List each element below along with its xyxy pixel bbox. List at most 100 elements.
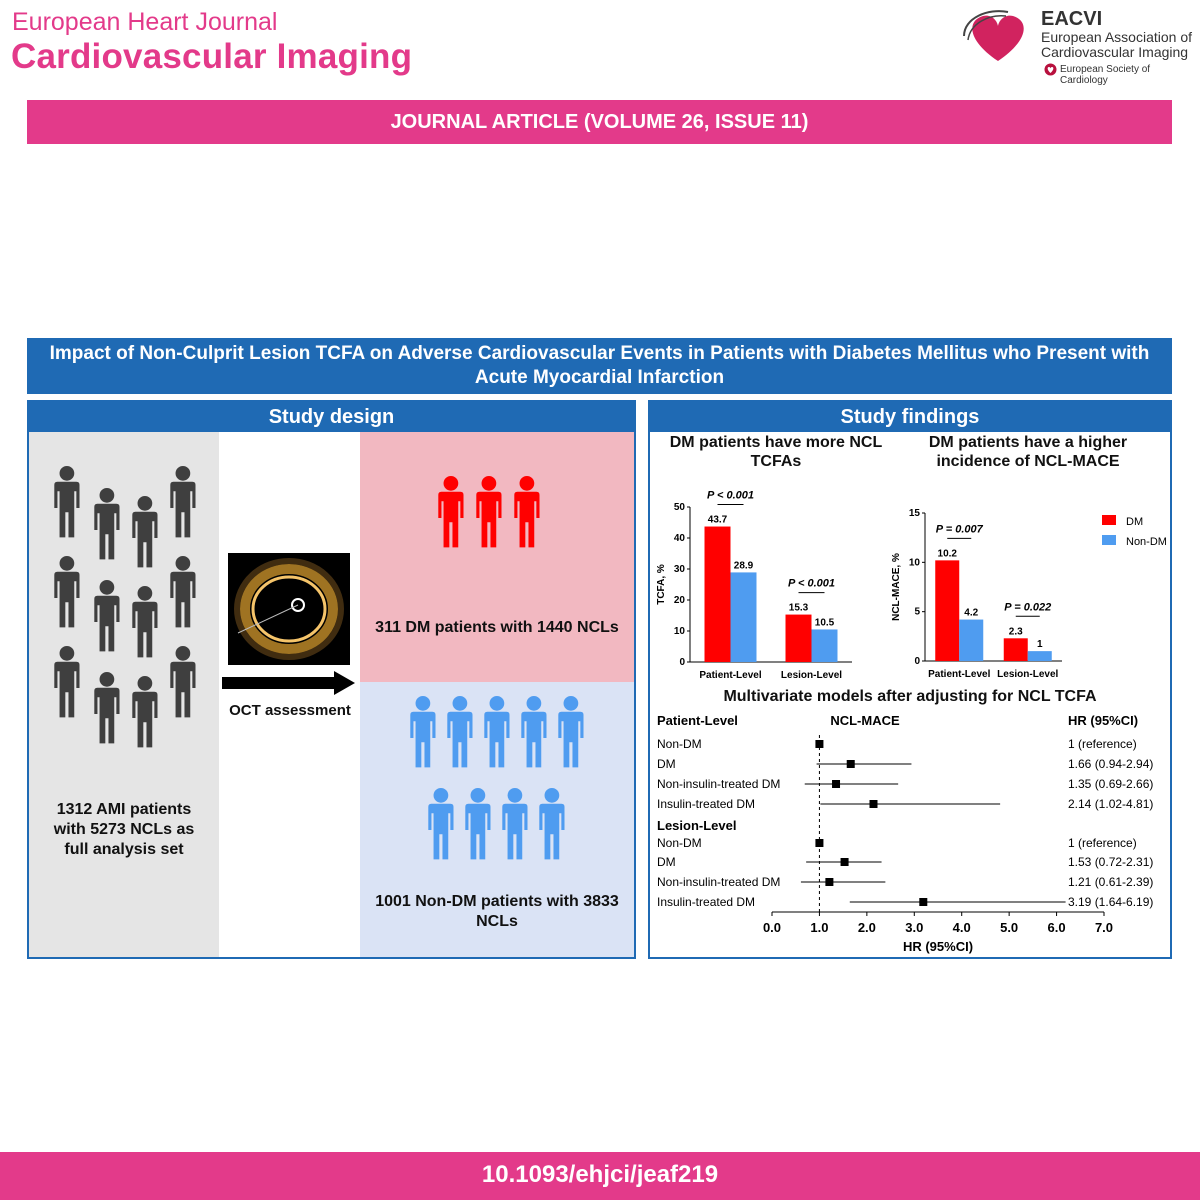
forest-col-hr-header: HR (95%CI) xyxy=(1068,713,1138,728)
bar-value-label: 2.3 xyxy=(1009,626,1023,637)
p-value-label: P < 0.001 xyxy=(788,578,835,590)
y-axis-label: TCFA, % xyxy=(656,564,667,605)
person-icon xyxy=(539,788,565,860)
legend-label: Non-DM xyxy=(1126,536,1167,548)
y-tick-label: 5 xyxy=(914,607,920,618)
forest-point xyxy=(832,780,841,788)
person-icon xyxy=(54,646,80,718)
y-tick-label: 0 xyxy=(679,657,685,668)
person-icon xyxy=(54,556,80,628)
y-tick-label: 15 xyxy=(909,508,921,519)
eacvi-subtitle: European Association of Cardiovascular I… xyxy=(1041,30,1192,60)
bar xyxy=(935,560,960,661)
person-icon xyxy=(476,476,502,548)
x-tick-label: Patient-Level xyxy=(928,669,990,680)
footer-doi[interactable]: 10.1093/ehjci/jeaf219 xyxy=(0,1152,1200,1200)
bar xyxy=(811,629,838,662)
forest-x-tick-label: 5.0 xyxy=(1000,920,1018,935)
forest-point xyxy=(869,800,878,808)
total-population-label: 1312 AMI patients with 5273 NCLs as full… xyxy=(53,801,195,858)
forest-point xyxy=(825,878,834,886)
bar xyxy=(704,526,731,662)
eacvi-subtitle-line2: Cardiovascular Imaging xyxy=(1041,44,1189,60)
person-icon xyxy=(438,476,464,548)
y-tick-label: 40 xyxy=(674,533,686,544)
person-icon xyxy=(170,466,196,538)
person-icon xyxy=(170,556,196,628)
y-tick-label: 20 xyxy=(674,595,686,606)
eacvi-subtitle-line1: European Association of xyxy=(1041,29,1192,45)
forest-point xyxy=(840,858,849,866)
y-tick-label: 30 xyxy=(674,564,686,575)
oct-arrow-icon xyxy=(222,671,355,695)
legend-swatch xyxy=(1102,515,1116,525)
oct-label: OCT assessment xyxy=(229,702,351,719)
forest-x-tick-label: 4.0 xyxy=(953,920,971,935)
forest-x-tick-label: 0.0 xyxy=(763,920,781,935)
x-tick-label: Lesion-Level xyxy=(781,670,842,681)
x-tick-label: Patient-Level xyxy=(699,670,761,681)
forest-row-hr-text: 1.35 (0.69-2.66) xyxy=(1068,777,1153,791)
forest-x-tick-label: 2.0 xyxy=(858,920,876,935)
study-design-header: Study design xyxy=(29,402,634,432)
bar-value-label: 4.2 xyxy=(964,608,978,619)
forest-row-hr-text: 3.19 (1.64-6.19) xyxy=(1068,895,1153,909)
person-icon xyxy=(502,788,528,860)
p-value-label: P = 0.022 xyxy=(1004,601,1051,613)
p-value-label: P < 0.001 xyxy=(707,490,754,502)
bar-value-label: 15.3 xyxy=(789,603,809,614)
forest-row-label: DM xyxy=(657,855,676,869)
bar-value-label: 28.9 xyxy=(734,560,754,571)
forest-row-label: Non-DM xyxy=(657,737,702,751)
forest-row-hr-text: 1 (reference) xyxy=(1068,836,1137,850)
forest-point xyxy=(846,760,855,768)
forest-title: Multivariate models after adjusting for … xyxy=(723,688,1097,705)
y-axis-label: NCL-MACE, % xyxy=(891,553,902,621)
person-icon xyxy=(465,788,491,860)
forest-row-label: Insulin-treated DM xyxy=(657,797,755,811)
y-tick-label: 50 xyxy=(674,502,686,513)
forest-row-hr-text: 1.53 (0.72-2.31) xyxy=(1068,855,1153,869)
forest-row-label: Non-insulin-treated DM xyxy=(657,777,780,791)
bar-value-label: 1 xyxy=(1037,639,1043,650)
forest-col-outcome-header: NCL-MACE xyxy=(830,713,900,728)
chart2-title: DM patients have a higher incidence of N… xyxy=(928,434,1128,470)
person-icon xyxy=(558,696,584,768)
x-tick-label: Lesion-Level xyxy=(997,669,1058,680)
person-icon xyxy=(132,676,158,748)
forest-group-label: Lesion-Level xyxy=(657,818,736,833)
dm-group-label: 311 DM patients with 1440 NCLs xyxy=(375,619,619,636)
oct-image xyxy=(228,553,350,665)
person-icon xyxy=(132,496,158,568)
bar xyxy=(1027,651,1052,661)
bar xyxy=(785,614,812,662)
bar-value-label: 10.5 xyxy=(815,617,835,628)
forest-x-tick-label: 7.0 xyxy=(1095,920,1113,935)
journal-name-line2: Cardiovascular Imaging xyxy=(11,37,413,76)
person-icon xyxy=(521,696,547,768)
y-tick-label: 10 xyxy=(674,626,686,637)
forest-x-tick-label: 1.0 xyxy=(810,920,828,935)
esc-label: European Society of Cardiology xyxy=(1060,64,1151,86)
forest-row-hr-text: 1.66 (0.94-2.94) xyxy=(1068,757,1153,771)
y-tick-label: 0 xyxy=(914,656,920,667)
graphical-abstract-title: Impact of Non-Culprit Lesion TCFA on Adv… xyxy=(27,338,1172,394)
person-icon xyxy=(514,476,540,548)
study-findings-header: Study findings xyxy=(650,402,1170,432)
study-design-panel xyxy=(27,400,636,959)
p-value-label: P = 0.007 xyxy=(936,523,984,535)
person-icon xyxy=(94,672,120,744)
forest-point xyxy=(919,898,928,906)
forest-x-axis-label: HR (95%CI) xyxy=(903,939,973,954)
forest-col-group-header: Patient-Level xyxy=(657,713,738,728)
person-icon xyxy=(428,788,454,860)
bar xyxy=(730,572,757,662)
bar xyxy=(959,619,984,661)
forest-row-label: Insulin-treated DM xyxy=(657,895,755,909)
study-findings-panel xyxy=(648,400,1172,959)
nondm-group-label: 1001 Non-DM patients with 3833 NCLs xyxy=(375,893,619,930)
article-banner: JOURNAL ARTICLE (VOLUME 26, ISSUE 11) xyxy=(27,100,1172,144)
esc-logo-icon xyxy=(1044,63,1057,76)
